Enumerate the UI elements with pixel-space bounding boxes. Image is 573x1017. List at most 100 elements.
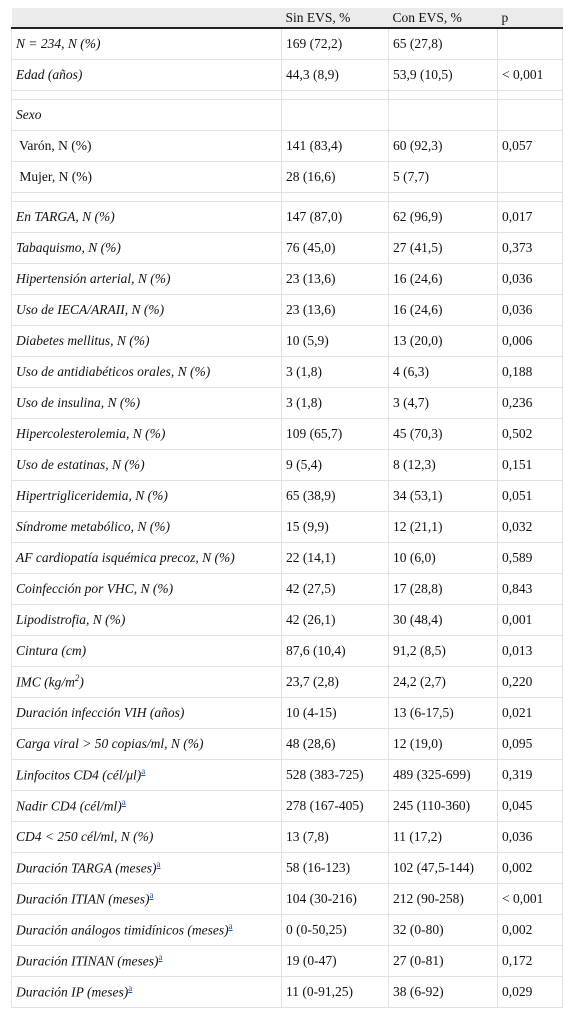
table-row: Hipertensión arterial, N (%) 23 (13,6) 16 … — [11, 263, 563, 295]
table-row: Uso de insulina, N (%) 3 (1,8) 3 (4,7) 0,23… — [11, 387, 563, 419]
footnote-link[interactable]: a — [141, 766, 146, 777]
cell-value: 27 (41,5) — [393, 240, 443, 255]
table-row: Duración IP (meses)a 11 (0-91,25) 38 (6-92… — [11, 976, 563, 1008]
footnote-link[interactable]: a — [149, 890, 154, 901]
cell-value: 147 (87,0) — [286, 209, 343, 224]
value-cell: 0,002 — [497, 914, 563, 946]
value-cell: 0,843 — [497, 573, 563, 605]
value-cell: 489 (325-699) — [388, 759, 498, 791]
row-label-cell: Lipodistrofia, N (%) — [11, 604, 282, 636]
value-cell: 245 (110-360) — [388, 790, 498, 822]
row-label-cell: Carga viral > 50 copias/ml, N (%) — [11, 728, 282, 760]
cell-value: 62 (96,9) — [393, 209, 443, 224]
cell-value: 27 (0-81) — [393, 953, 444, 968]
row-label: N = 234, N (%) — [16, 36, 101, 51]
table-row: Uso de estatinas, N (%) 9 (5,4) 8 (12,3) 0,… — [11, 449, 563, 481]
table-row: Mujer, N (%) 28 (16,6) 5 (7,7) — [11, 161, 563, 193]
cell-value: 245 (110-360) — [393, 798, 471, 813]
table-row: AF cardiopatía isquémica precoz, N (%) 22… — [11, 542, 563, 574]
value-cell: 3 (4,7) — [388, 387, 498, 419]
row-label-cell: Tabaquismo, N (%) — [11, 232, 282, 264]
row-label-cell: Duración análogos timidínicos (meses)a — [11, 914, 282, 946]
value-cell: 0,319 — [497, 759, 563, 791]
table-row: IMC (kg/m2) 23,7 (2,8) 24,2 (2,7) 0,220 — [11, 666, 563, 698]
footnote-link[interactable]: a — [121, 797, 126, 808]
value-cell: 23 (13,6) — [281, 294, 389, 326]
cell-value: 0,036 — [502, 829, 533, 844]
row-label-end: ) — [79, 674, 84, 690]
value-cell: 0,006 — [497, 325, 563, 357]
cell-value: 212 (90-258) — [393, 891, 464, 906]
cell-value: 11 (17,2) — [393, 829, 442, 844]
value-cell: 58 (16-123) — [281, 852, 389, 884]
value-cell: 0,029 — [497, 976, 563, 1008]
row-label: Uso de antidiabéticos orales, N (%) — [16, 364, 211, 379]
row-label: Duración ITIAN (meses) — [16, 891, 150, 907]
value-cell: 19 (0-47) — [281, 945, 389, 977]
value-cell: 0,001 — [497, 604, 563, 636]
row-label: Varón, N (%) — [16, 138, 92, 153]
footnote-ref: a — [141, 766, 145, 776]
value-cell: 27 (41,5) — [388, 232, 498, 264]
cell-value: 3 (4,7) — [393, 395, 429, 410]
footnote-link[interactable]: a — [228, 921, 233, 932]
footnote-link[interactable]: a — [156, 859, 161, 870]
value-cell: 42 (26,1) — [281, 604, 389, 636]
row-label: Uso de IECA/ARAII, N (%) — [16, 302, 165, 317]
row-label: IMC (kg/m — [16, 674, 75, 690]
cell-value: 528 (383-725) — [286, 767, 364, 782]
value-cell: 0,021 — [497, 697, 563, 729]
row-label: Sexo — [16, 107, 42, 122]
value-cell: 76 (45,0) — [281, 232, 389, 264]
table-row: Nadir CD4 (cél/ml)a 278 (167-405) 245 (110… — [11, 790, 563, 822]
table-row: Diabetes mellitus, N (%) 10 (5,9) 13 (20,0… — [11, 325, 563, 357]
cell-value: < 0,001 — [502, 891, 544, 906]
value-cell: 13 (20,0) — [388, 325, 498, 357]
value-cell: 0,589 — [497, 542, 563, 574]
cell-value: 9 (5,4) — [286, 457, 322, 472]
value-cell: 91,2 (8,5) — [388, 635, 498, 667]
cell-value: 109 (65,7) — [286, 426, 343, 441]
header-cell — [11, 8, 282, 29]
row-label-cell: Duración ITIAN (meses)a — [11, 883, 282, 915]
row-label-cell: Uso de insulina, N (%) — [11, 387, 282, 419]
table-row: Uso de antidiabéticos orales, N (%) 3 (1,… — [11, 356, 563, 388]
cell-value: 91,2 (8,5) — [393, 643, 446, 658]
value-cell: 147 (87,0) — [281, 201, 389, 233]
footnote-link[interactable]: a — [158, 952, 163, 963]
cell-value: 10 (4-15) — [286, 705, 337, 720]
cell-value: 23 (13,6) — [286, 271, 336, 286]
table-row: Duración análogos timidínicos (meses)a 0 … — [11, 914, 563, 946]
row-label: Hipertensión arterial, N (%) — [16, 271, 171, 286]
cell-value: 0,032 — [502, 519, 533, 534]
value-cell: 0 (0-50,25) — [281, 914, 389, 946]
row-label: Nadir CD4 (cél/ml) — [16, 798, 122, 814]
cell-value: 169 (72,2) — [286, 36, 343, 51]
row-label-cell: Síndrome metabólico, N (%) — [11, 511, 282, 543]
value-cell: 109 (65,7) — [281, 418, 389, 450]
footnote-link[interactable]: a — [128, 983, 133, 994]
cell-value: 19 (0-47) — [286, 953, 337, 968]
value-cell: 0,151 — [497, 449, 563, 481]
row-label-cell: Uso de estatinas, N (%) — [11, 449, 282, 481]
cell-value: 13 (6-17,5) — [393, 705, 454, 720]
value-cell: 0,051 — [497, 480, 563, 512]
value-cell — [388, 99, 498, 131]
row-label-cell: Cintura (cm) — [11, 635, 282, 667]
row-label: Tabaquismo, N (%) — [16, 240, 121, 255]
value-cell: 24,2 (2,7) — [388, 666, 498, 698]
cell-value: 8 (12,3) — [393, 457, 436, 472]
value-cell: 8 (12,3) — [388, 449, 498, 481]
value-cell: 62 (96,9) — [388, 201, 498, 233]
cell-value: 30 (48,4) — [393, 612, 443, 627]
spacer-cell — [388, 192, 498, 202]
cell-value: 4 (6,3) — [393, 364, 429, 379]
table-row: Edad (años) 44,3 (8,9) 53,9 (10,5) < 0,001 — [11, 59, 563, 91]
cell-value: 0,036 — [502, 302, 533, 317]
value-cell: 0,172 — [497, 945, 563, 977]
row-label-cell: N = 234, N (%) — [11, 27, 282, 60]
value-cell: 0,002 — [497, 852, 563, 884]
value-cell: 3 (1,8) — [281, 356, 389, 388]
spacer-cell — [497, 192, 563, 202]
cell-value: 65 (38,9) — [286, 488, 336, 503]
